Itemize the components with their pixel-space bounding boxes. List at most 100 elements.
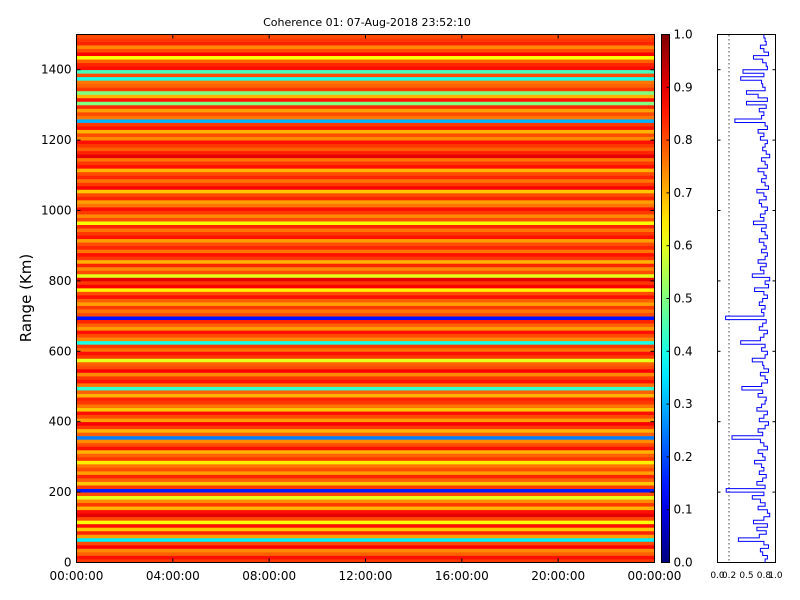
x-tick-label: 00:00:00 [628, 569, 682, 583]
heatmap-band [76, 256, 655, 261]
heatmap-band [76, 259, 655, 264]
heatmap-band [76, 45, 655, 49]
heatmap-band [76, 463, 655, 468]
heatmap-band [76, 83, 655, 88]
heatmap-band [76, 326, 655, 331]
heatmap-band [76, 442, 655, 447]
heatmap-band [76, 485, 655, 489]
heatmap-band [76, 520, 655, 525]
heatmap-band [76, 55, 655, 60]
colorbar-tick-label: 0.5 [674, 292, 693, 306]
x-tick-label: 04:00:00 [146, 569, 200, 583]
heatmap-band [76, 453, 655, 458]
colorbar-tick-label: 1.0 [674, 28, 693, 42]
heatmap-band [76, 414, 655, 419]
heatmap-band [76, 544, 655, 549]
heatmap-band [76, 80, 655, 85]
heatmap-band [76, 154, 655, 159]
heatmap-band [76, 439, 655, 444]
heatmap-band [76, 312, 655, 317]
heatmap-band [76, 171, 655, 176]
heatmap-band [76, 372, 655, 377]
heatmap-band [76, 478, 655, 482]
colorbar-tick-label: 0.3 [674, 397, 693, 411]
heatmap-band [76, 537, 655, 542]
heatmap-band [76, 351, 655, 356]
profile-axis: 0.00.2 0.5 0.81.0 [710, 69, 783, 581]
heatmap-band [76, 175, 655, 180]
heatmap-band [76, 407, 655, 412]
heatmap-band [76, 203, 655, 208]
heatmap-band [76, 157, 655, 162]
x-tick-label: 20:00:00 [531, 569, 585, 583]
heatmap-band [76, 231, 655, 236]
heatmap-band [76, 302, 655, 306]
profile-x-tick-label: 0.0 [710, 571, 725, 581]
heatmap-band [76, 90, 655, 95]
heatmap-band [76, 428, 655, 433]
heatmap-band [76, 527, 655, 532]
heatmap-band [76, 235, 655, 240]
heatmap-band [76, 333, 655, 338]
heatmap-band [76, 270, 655, 275]
x-tick-label: 12:00:00 [339, 569, 393, 583]
heatmap-band [76, 541, 655, 546]
heatmap-cells [76, 34, 655, 563]
heatmap-band [76, 242, 655, 247]
heatmap-band [76, 358, 655, 363]
heatmap-band [76, 456, 655, 461]
range-profile-panel: 0.00.2 0.5 0.81.0 [710, 34, 783, 581]
heatmap-band [76, 122, 655, 127]
heatmap-band [76, 435, 655, 440]
heatmap-band [76, 474, 655, 479]
heatmap-band [76, 66, 655, 71]
heatmap-band [76, 101, 655, 106]
heatmap-band [76, 284, 655, 289]
heatmap-band [76, 38, 655, 42]
y-tick-label: 200 [49, 485, 72, 499]
heatmap-band [76, 555, 655, 560]
heatmap-band [76, 418, 655, 423]
heatmap-band [76, 449, 655, 454]
heatmap-band [76, 506, 655, 511]
heatmap-band [76, 224, 655, 229]
heatmap-band [76, 499, 655, 504]
heatmap-band [76, 379, 655, 384]
heatmap-band [76, 168, 655, 173]
heatmap-band [76, 425, 655, 430]
heatmap-band [76, 41, 655, 46]
heatmap-band [76, 340, 655, 345]
heatmap-band [76, 150, 655, 155]
chart-title: Coherence 01: 07-Aug-2018 23:52:10 [263, 16, 471, 29]
heatmap-band [76, 249, 655, 254]
colorbar-tick-label: 0.9 [674, 80, 693, 94]
heatmap-band [76, 147, 655, 152]
heatmap-band [76, 217, 655, 222]
heatmap-band [76, 481, 655, 486]
colorbar-tick-label: 0.1 [674, 503, 693, 517]
heatmap-band [76, 298, 655, 303]
heatmap-band [76, 97, 655, 102]
heatmap-band [76, 238, 655, 243]
colorbar-tick-label: 0.6 [674, 239, 693, 253]
heatmap-band [76, 199, 655, 204]
heatmap-band [76, 421, 655, 426]
heatmap-band [76, 530, 655, 535]
heatmap-band [76, 404, 655, 409]
heatmap-band [76, 330, 655, 335]
profile-line [725, 34, 771, 563]
heatmap-band [76, 470, 655, 475]
heatmap-band [76, 228, 655, 233]
colorbar-axis: 0.0 0.1 0.2 0.3 0.4 0.5 0.6 0.7 0.8 0.9 1.0 [666, 28, 693, 570]
heatmap-band [76, 492, 655, 497]
heatmap-band [76, 319, 655, 324]
heatmap-band [76, 397, 655, 401]
heatmap-band [76, 252, 655, 257]
heatmap-band [76, 136, 655, 141]
heatmap-band [76, 164, 655, 169]
heatmap-band [76, 277, 655, 282]
heatmap-band [76, 344, 655, 349]
heatmap-band [76, 108, 655, 113]
heatmap-band [76, 488, 655, 493]
heatmap-band [76, 206, 655, 211]
